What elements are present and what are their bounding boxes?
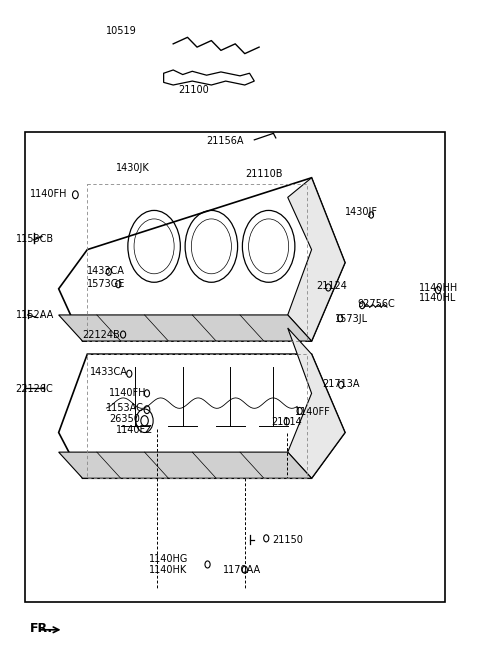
Text: 21124: 21124	[316, 281, 347, 291]
Text: 92756C: 92756C	[358, 300, 396, 310]
Text: 21156A: 21156A	[206, 136, 244, 146]
Text: 1573GE: 1573GE	[87, 279, 126, 289]
Text: 21114: 21114	[271, 417, 302, 427]
Text: 1152AA: 1152AA	[16, 310, 54, 320]
Text: 1170AA: 1170AA	[223, 565, 262, 575]
Text: 1140FF: 1140FF	[295, 407, 331, 417]
Text: 1140FH: 1140FH	[30, 189, 68, 199]
Text: 1140FZ: 1140FZ	[116, 425, 153, 435]
Text: 22124B: 22124B	[83, 329, 120, 340]
Text: 21713A: 21713A	[322, 379, 360, 388]
Text: 1153CB: 1153CB	[16, 234, 54, 244]
Polygon shape	[288, 328, 345, 478]
Polygon shape	[59, 452, 312, 478]
Text: 1140HG: 1140HG	[149, 554, 189, 564]
Text: 1430JF: 1430JF	[345, 207, 378, 216]
Polygon shape	[59, 315, 312, 341]
Text: 1140HK: 1140HK	[149, 565, 188, 575]
Text: 1433CA: 1433CA	[90, 367, 128, 377]
Text: 22126C: 22126C	[16, 384, 53, 394]
Text: 26350: 26350	[109, 415, 140, 424]
Polygon shape	[288, 178, 345, 341]
Text: 1573JL: 1573JL	[336, 314, 369, 324]
Text: FR.: FR.	[30, 622, 53, 635]
Text: 1140HH: 1140HH	[419, 283, 458, 293]
Bar	[25, 132, 445, 602]
Text: 1140FH: 1140FH	[109, 388, 146, 398]
Text: 1430JK: 1430JK	[116, 163, 150, 173]
Text: 1433CA: 1433CA	[87, 266, 125, 276]
Text: 21150: 21150	[272, 535, 303, 544]
Text: 1140HL: 1140HL	[419, 293, 456, 303]
Text: 10519: 10519	[107, 26, 137, 36]
Text: 1153AC: 1153AC	[107, 403, 144, 413]
Text: 21110B: 21110B	[245, 169, 282, 179]
Text: 21100: 21100	[178, 85, 209, 94]
